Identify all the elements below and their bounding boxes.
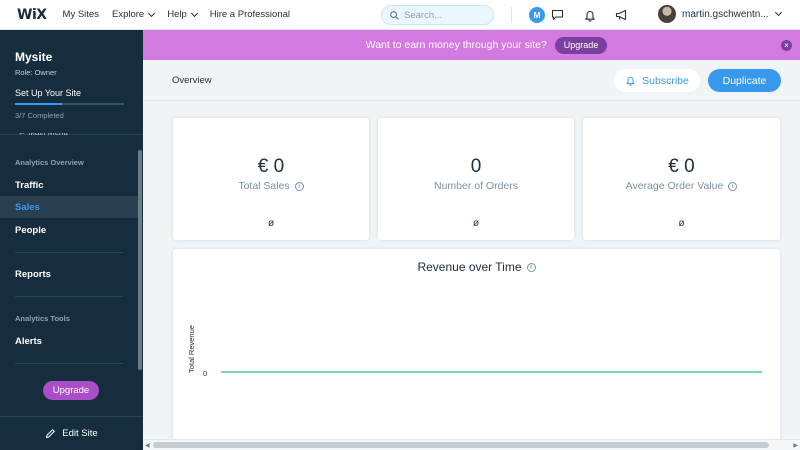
banner-upgrade-button[interactable]: Upgrade (554, 36, 608, 54)
sidebar-item-sales[interactable]: Sales (0, 196, 138, 218)
nav-help[interactable]: Help (167, 9, 198, 20)
upgrade-banner: Want to earn money through your site? Up… (143, 30, 800, 60)
section-analytics-overview: Analytics Overview (15, 158, 84, 167)
chart-title: Revenue over Time i (173, 260, 780, 274)
kpi-label: Total Sales i (173, 180, 369, 192)
search-input[interactable] (404, 9, 492, 21)
kpi-label-text: Average Order Value (625, 180, 724, 192)
main-menu-link[interactable]: ← Main Menu (18, 128, 68, 137)
site-role: Role: Owner (15, 68, 57, 77)
section-analytics-tools: Analytics Tools (15, 314, 70, 323)
nav-hire-professional[interactable]: Hire a Professional (210, 9, 290, 20)
chevron-down-icon (190, 9, 198, 17)
sidebar: Mysite Role: Owner Set Up Your Site 3/7 … (0, 30, 143, 450)
search-box[interactable] (381, 5, 494, 25)
divider (15, 252, 123, 253)
edit-site-button[interactable]: Edit Site (0, 416, 143, 450)
divider (0, 134, 143, 135)
kpi-label: Number of Orders (378, 180, 574, 192)
user-avatar (658, 5, 676, 23)
chevron-down-icon (148, 9, 156, 17)
subscribe-button[interactable]: Subscribe (614, 69, 700, 92)
sidebar-upgrade-button[interactable]: Upgrade (43, 381, 99, 400)
horizontal-scrollbar[interactable]: ◀ ▶ (143, 439, 800, 450)
page-header: Overview Subscribe Duplicate (143, 60, 800, 101)
kpi-card-average-order-value: € 0 Average Order Value i ø (583, 118, 780, 240)
chevron-down-icon (774, 8, 782, 17)
kpi-label-text: Number of Orders (433, 180, 519, 192)
duplicate-button[interactable]: Duplicate (708, 69, 781, 92)
user-menu[interactable]: martin.gschwentn... (658, 5, 782, 23)
divider (511, 7, 512, 23)
top-nav: My Sites Explore Help Hire a Professiona… (63, 9, 303, 20)
nav-my-sites[interactable]: My Sites (63, 9, 99, 20)
bell-icon[interactable] (582, 7, 598, 23)
chart-y-tick-label: 0 (203, 369, 208, 378)
info-icon[interactable]: i (728, 181, 738, 191)
sidebar-item-reports[interactable]: Reports (0, 263, 138, 285)
scroll-right-icon[interactable]: ▶ (793, 443, 798, 449)
sidebar-item-label: Alerts (15, 335, 42, 347)
sidebar-item-label: Traffic (15, 179, 44, 191)
banner-text: Want to earn money through your site? (365, 39, 547, 51)
sidebar-item-alerts[interactable]: Alerts (0, 330, 138, 352)
nav-hire-label: Hire a Professional (209, 9, 291, 20)
kpi-value: € 0 (668, 156, 695, 177)
setup-completed-count: 3/7 Completed (15, 111, 64, 120)
kpi-label-text: Total Sales (238, 180, 290, 192)
horizontal-scrollbar-thumb[interactable] (153, 442, 769, 448)
divider (15, 296, 123, 297)
sidebar-item-label: Sales (15, 201, 40, 213)
account-avatar[interactable]: M (529, 7, 545, 23)
kpi-empty-indicator: ø (678, 218, 685, 229)
pencil-icon (46, 428, 56, 439)
megaphone-icon[interactable] (613, 7, 629, 23)
nav-help-label: Help (167, 9, 187, 20)
wix-logo[interactable]: WiX (17, 6, 47, 23)
site-name: Mysite (15, 50, 53, 64)
breadcrumb-overview[interactable]: Overview (172, 75, 212, 86)
nav-my-sites-label: My Sites (62, 9, 99, 20)
divider (15, 363, 123, 364)
top-bar: WiX My Sites Explore Help Hire a Profess… (0, 0, 800, 30)
kpi-empty-indicator: ø (472, 218, 480, 229)
sidebar-item-label: People (15, 224, 47, 236)
kpi-value: € 0 (257, 156, 285, 177)
setup-site-link[interactable]: Set Up Your Site (15, 88, 82, 98)
info-icon[interactable]: i (294, 181, 304, 191)
sidebar-item-label: Reports (15, 268, 51, 280)
scroll-left-icon[interactable]: ◀ (145, 443, 150, 449)
nav-explore[interactable]: Explore (111, 9, 156, 20)
revenue-line-chart (221, 371, 762, 373)
kpi-value: 0 (470, 156, 482, 177)
close-icon[interactable]: × (781, 40, 792, 51)
user-name: martin.gschwentn... (682, 8, 769, 20)
sidebar-scrollbar[interactable] (138, 150, 142, 370)
revenue-chart-card: Revenue over Time i Total Revenue 0 (173, 249, 780, 449)
search-icon (390, 10, 399, 20)
kpi-card-number-of-orders: 0 Number of Orders ø (378, 118, 574, 240)
sidebar-item-people[interactable]: People (0, 219, 138, 241)
chat-icon[interactable] (549, 7, 565, 23)
nav-explore-label: Explore (111, 9, 145, 20)
info-icon[interactable]: i (526, 262, 536, 272)
sidebar-item-traffic[interactable]: Traffic (0, 174, 138, 196)
kpi-card-total-sales: € 0 Total Sales i ø (173, 118, 369, 240)
subscribe-label: Subscribe (642, 74, 689, 87)
setup-progress-fill (15, 103, 62, 105)
setup-progress-bar (15, 103, 124, 105)
edit-site-label: Edit Site (62, 428, 98, 439)
kpi-label: Average Order Value i (583, 180, 780, 192)
chart-title-text: Revenue over Time (417, 260, 522, 274)
kpi-empty-indicator: ø (267, 218, 275, 229)
bell-icon (626, 76, 635, 86)
